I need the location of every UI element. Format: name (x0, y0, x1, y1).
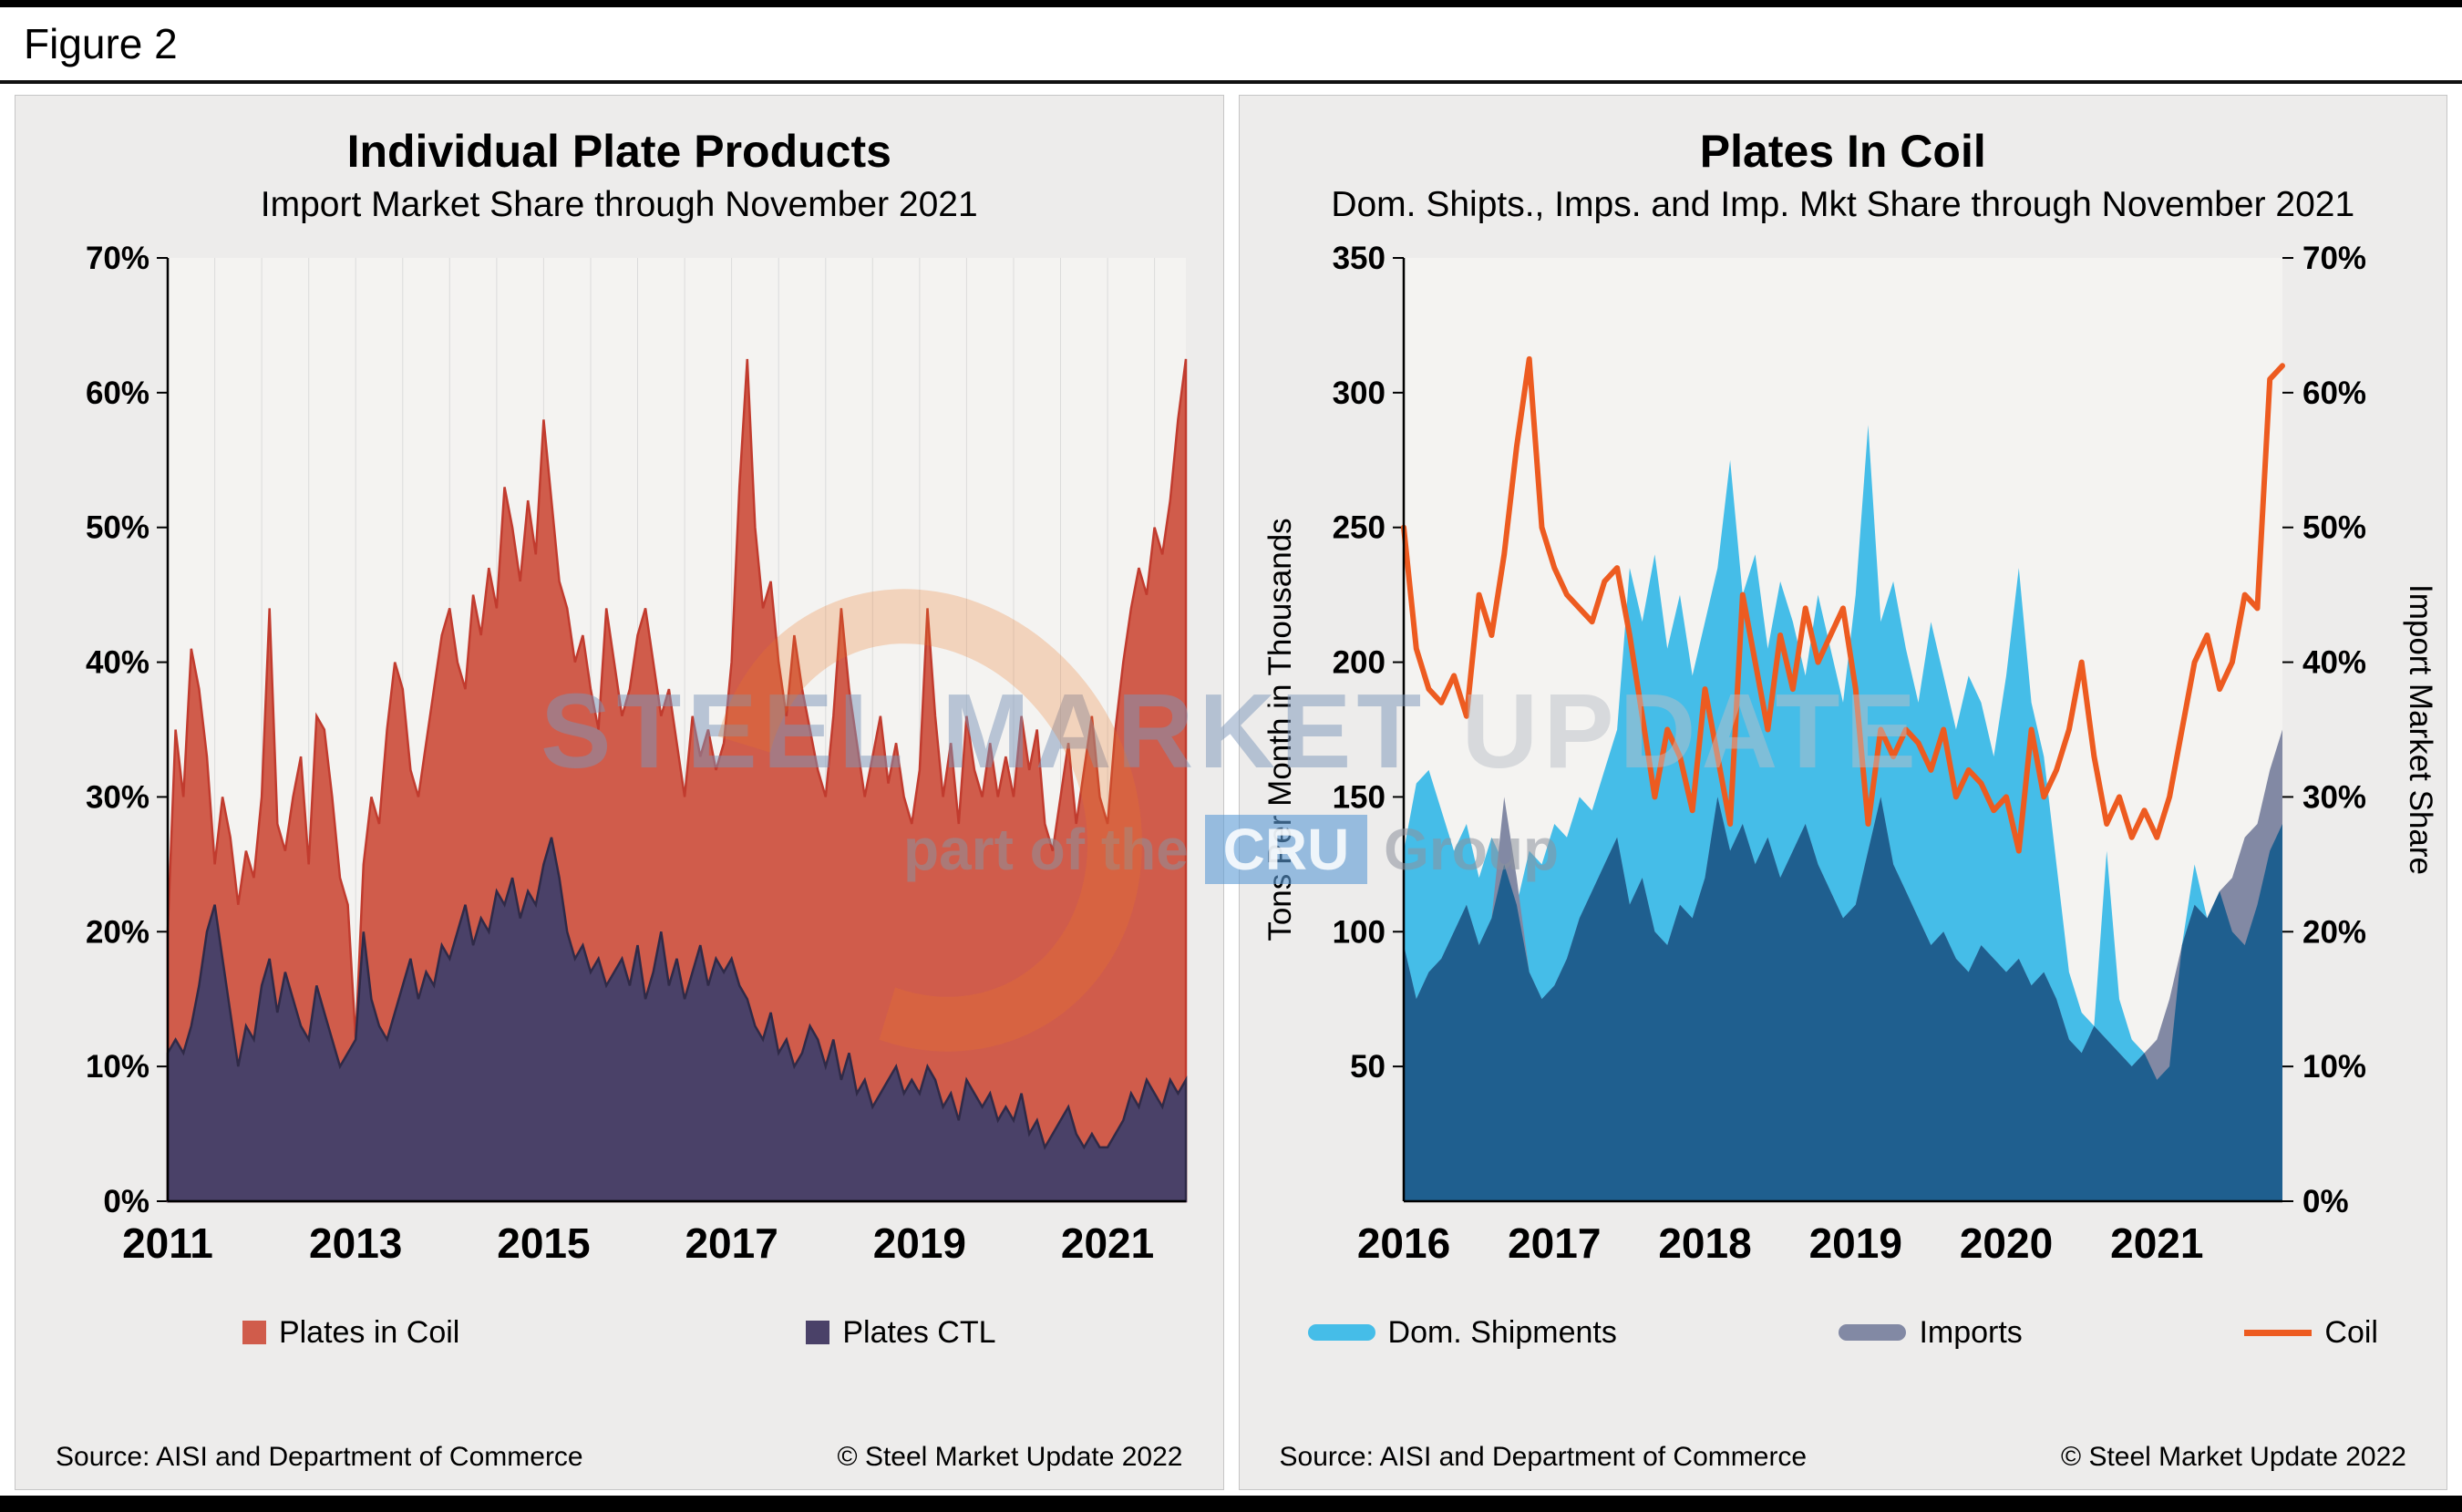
left-panel-footer: Source: AISI and Department of Commerce … (50, 1435, 1188, 1475)
svg-text:50%: 50% (86, 510, 149, 546)
right-panel: Plates In Coil Dom. Shipts., Imps. and I… (1238, 95, 2447, 1490)
legend-swatch-dom-shipments (1307, 1324, 1375, 1342)
svg-text:20%: 20% (2302, 914, 2366, 950)
svg-text:300: 300 (1332, 375, 1385, 411)
bottom-border-bar (0, 1496, 2462, 1512)
svg-text:50: 50 (1350, 1049, 1386, 1085)
svg-text:350: 350 (1332, 241, 1385, 276)
svg-text:10%: 10% (2302, 1049, 2366, 1085)
legend-label-imports: Imports (1919, 1314, 2023, 1350)
svg-text:2017: 2017 (685, 1219, 778, 1267)
svg-text:150: 150 (1332, 779, 1385, 815)
svg-text:10%: 10% (86, 1049, 149, 1085)
left-chart-legend: Plates in Coil Plates CTL (242, 1315, 996, 1351)
right-source-text: Source: AISI and Department of Commerce (1279, 1442, 1808, 1472)
right-panel-footer: Source: AISI and Department of Commerce … (1274, 1435, 2412, 1475)
svg-text:2016: 2016 (1357, 1219, 1450, 1267)
svg-text:20%: 20% (86, 914, 149, 950)
right-chart-svg: 50 100 150 200 250 300 350 0% 10% 20% 30% 40% 50% 60%… (1262, 241, 2436, 1267)
svg-text:Tons Per Month in Thousands: Tons Per Month in Thousands (1262, 518, 1298, 941)
svg-text:40%: 40% (2302, 644, 2366, 680)
svg-text:250: 250 (1332, 510, 1385, 546)
left-source-text: Source: AISI and Department of Commerce (56, 1442, 583, 1472)
legend-item-plates-ctl: Plates CTL (806, 1314, 996, 1351)
svg-text:30%: 30% (2302, 779, 2366, 815)
figure-label: Figure 2 (24, 20, 178, 67)
left-chart-title: Individual Plate Products (346, 126, 891, 177)
left-copyright-text: © Steel Market Update 2022 (837, 1442, 1183, 1472)
legend-swatch-imports (1839, 1324, 1907, 1342)
svg-text:100: 100 (1332, 914, 1385, 950)
legend-label-plates-ctl: Plates CTL (842, 1314, 996, 1350)
svg-text:50%: 50% (2302, 510, 2366, 546)
svg-text:40%: 40% (86, 644, 149, 680)
svg-text:0%: 0% (2302, 1184, 2349, 1219)
svg-text:2011: 2011 (122, 1219, 213, 1267)
svg-text:70%: 70% (2302, 241, 2366, 276)
figure-header: Figure 2 (0, 7, 2462, 84)
svg-text:2021: 2021 (1061, 1219, 1154, 1267)
left-panel: Individual Plate Products Import Market … (15, 95, 1224, 1490)
svg-text:2013: 2013 (309, 1219, 402, 1267)
left-chart-subtitle: Import Market Share through November 202… (260, 185, 978, 224)
right-copyright-text: © Steel Market Update 2022 (2061, 1442, 2406, 1472)
chart-panels: Individual Plate Products Import Market … (15, 95, 2447, 1490)
svg-text:2021: 2021 (2110, 1219, 2203, 1267)
left-chart-svg: 0% 10% 20% 30% 40% 50% 60% 70% 2011 2013 2015 2017 2… (86, 241, 1188, 1267)
legend-swatch-coil (2244, 1329, 2313, 1336)
right-chart-subtitle: Dom. Shipts., Imps. and Imp. Mkt Share t… (1331, 185, 2355, 224)
legend-label-dom-shipments: Dom. Shipments (1387, 1314, 1617, 1350)
svg-text:2015: 2015 (498, 1219, 591, 1267)
svg-text:2019: 2019 (873, 1219, 966, 1267)
svg-text:2019: 2019 (1808, 1219, 1901, 1267)
legend-item-plates-in-coil: Plates in Coil (242, 1315, 459, 1351)
svg-text:2017: 2017 (1508, 1219, 1601, 1267)
legend-swatch-plates-ctl (806, 1321, 830, 1345)
svg-text:200: 200 (1332, 644, 1385, 680)
top-border-bar (0, 0, 2462, 7)
legend-swatch-plates-in-coil (242, 1321, 266, 1345)
right-chart-legend: Dom. Shipments Imports Coil (1286, 1315, 2400, 1351)
svg-text:2020: 2020 (1960, 1219, 2053, 1267)
legend-item-coil: Coil (2244, 1315, 2378, 1351)
right-chart-title: Plates In Coil (1699, 126, 1986, 177)
legend-item-dom-shipments: Dom. Shipments (1307, 1314, 1617, 1351)
legend-label-plates-in-coil: Plates in Coil (278, 1314, 460, 1350)
legend-label-coil: Coil (2324, 1314, 2378, 1350)
svg-text:Import Market Share: Import Market Share (2403, 584, 2436, 875)
svg-text:0%: 0% (104, 1184, 150, 1219)
svg-text:60%: 60% (86, 375, 149, 411)
svg-text:30%: 30% (86, 779, 149, 815)
svg-text:60%: 60% (2302, 375, 2366, 411)
legend-item-imports: Imports (1839, 1314, 2023, 1351)
svg-text:2018: 2018 (1658, 1219, 1751, 1267)
svg-text:70%: 70% (86, 241, 149, 276)
